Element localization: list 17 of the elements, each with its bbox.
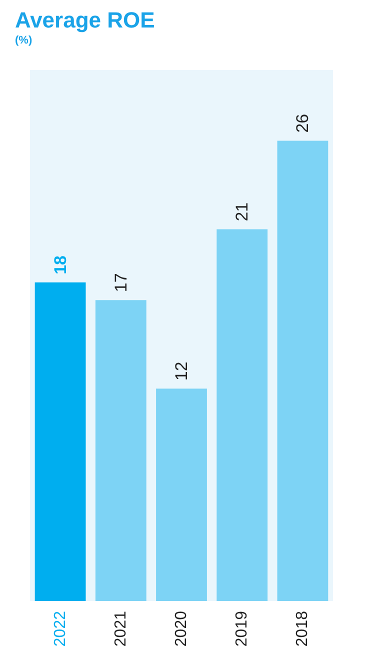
bar: [216, 229, 268, 601]
data-label: 18: [50, 255, 70, 274]
bar: [34, 282, 86, 601]
bar: [95, 300, 146, 601]
x-tick-label: 2020: [173, 610, 190, 647]
data-label: 17: [111, 273, 130, 292]
data-label: 12: [172, 362, 191, 381]
chart-title: Average ROE: [15, 8, 155, 32]
data-label: 21: [232, 202, 252, 222]
x-tick-label: 2022: [52, 610, 69, 647]
x-tick-label: 2019: [234, 610, 251, 647]
chart-subtitle: (%): [15, 34, 32, 46]
bar: [156, 388, 207, 601]
x-tick-label: 2018: [294, 610, 312, 647]
bar: [277, 140, 328, 601]
data-label: 26: [293, 114, 312, 133]
x-tick-label: 2021: [112, 610, 130, 647]
